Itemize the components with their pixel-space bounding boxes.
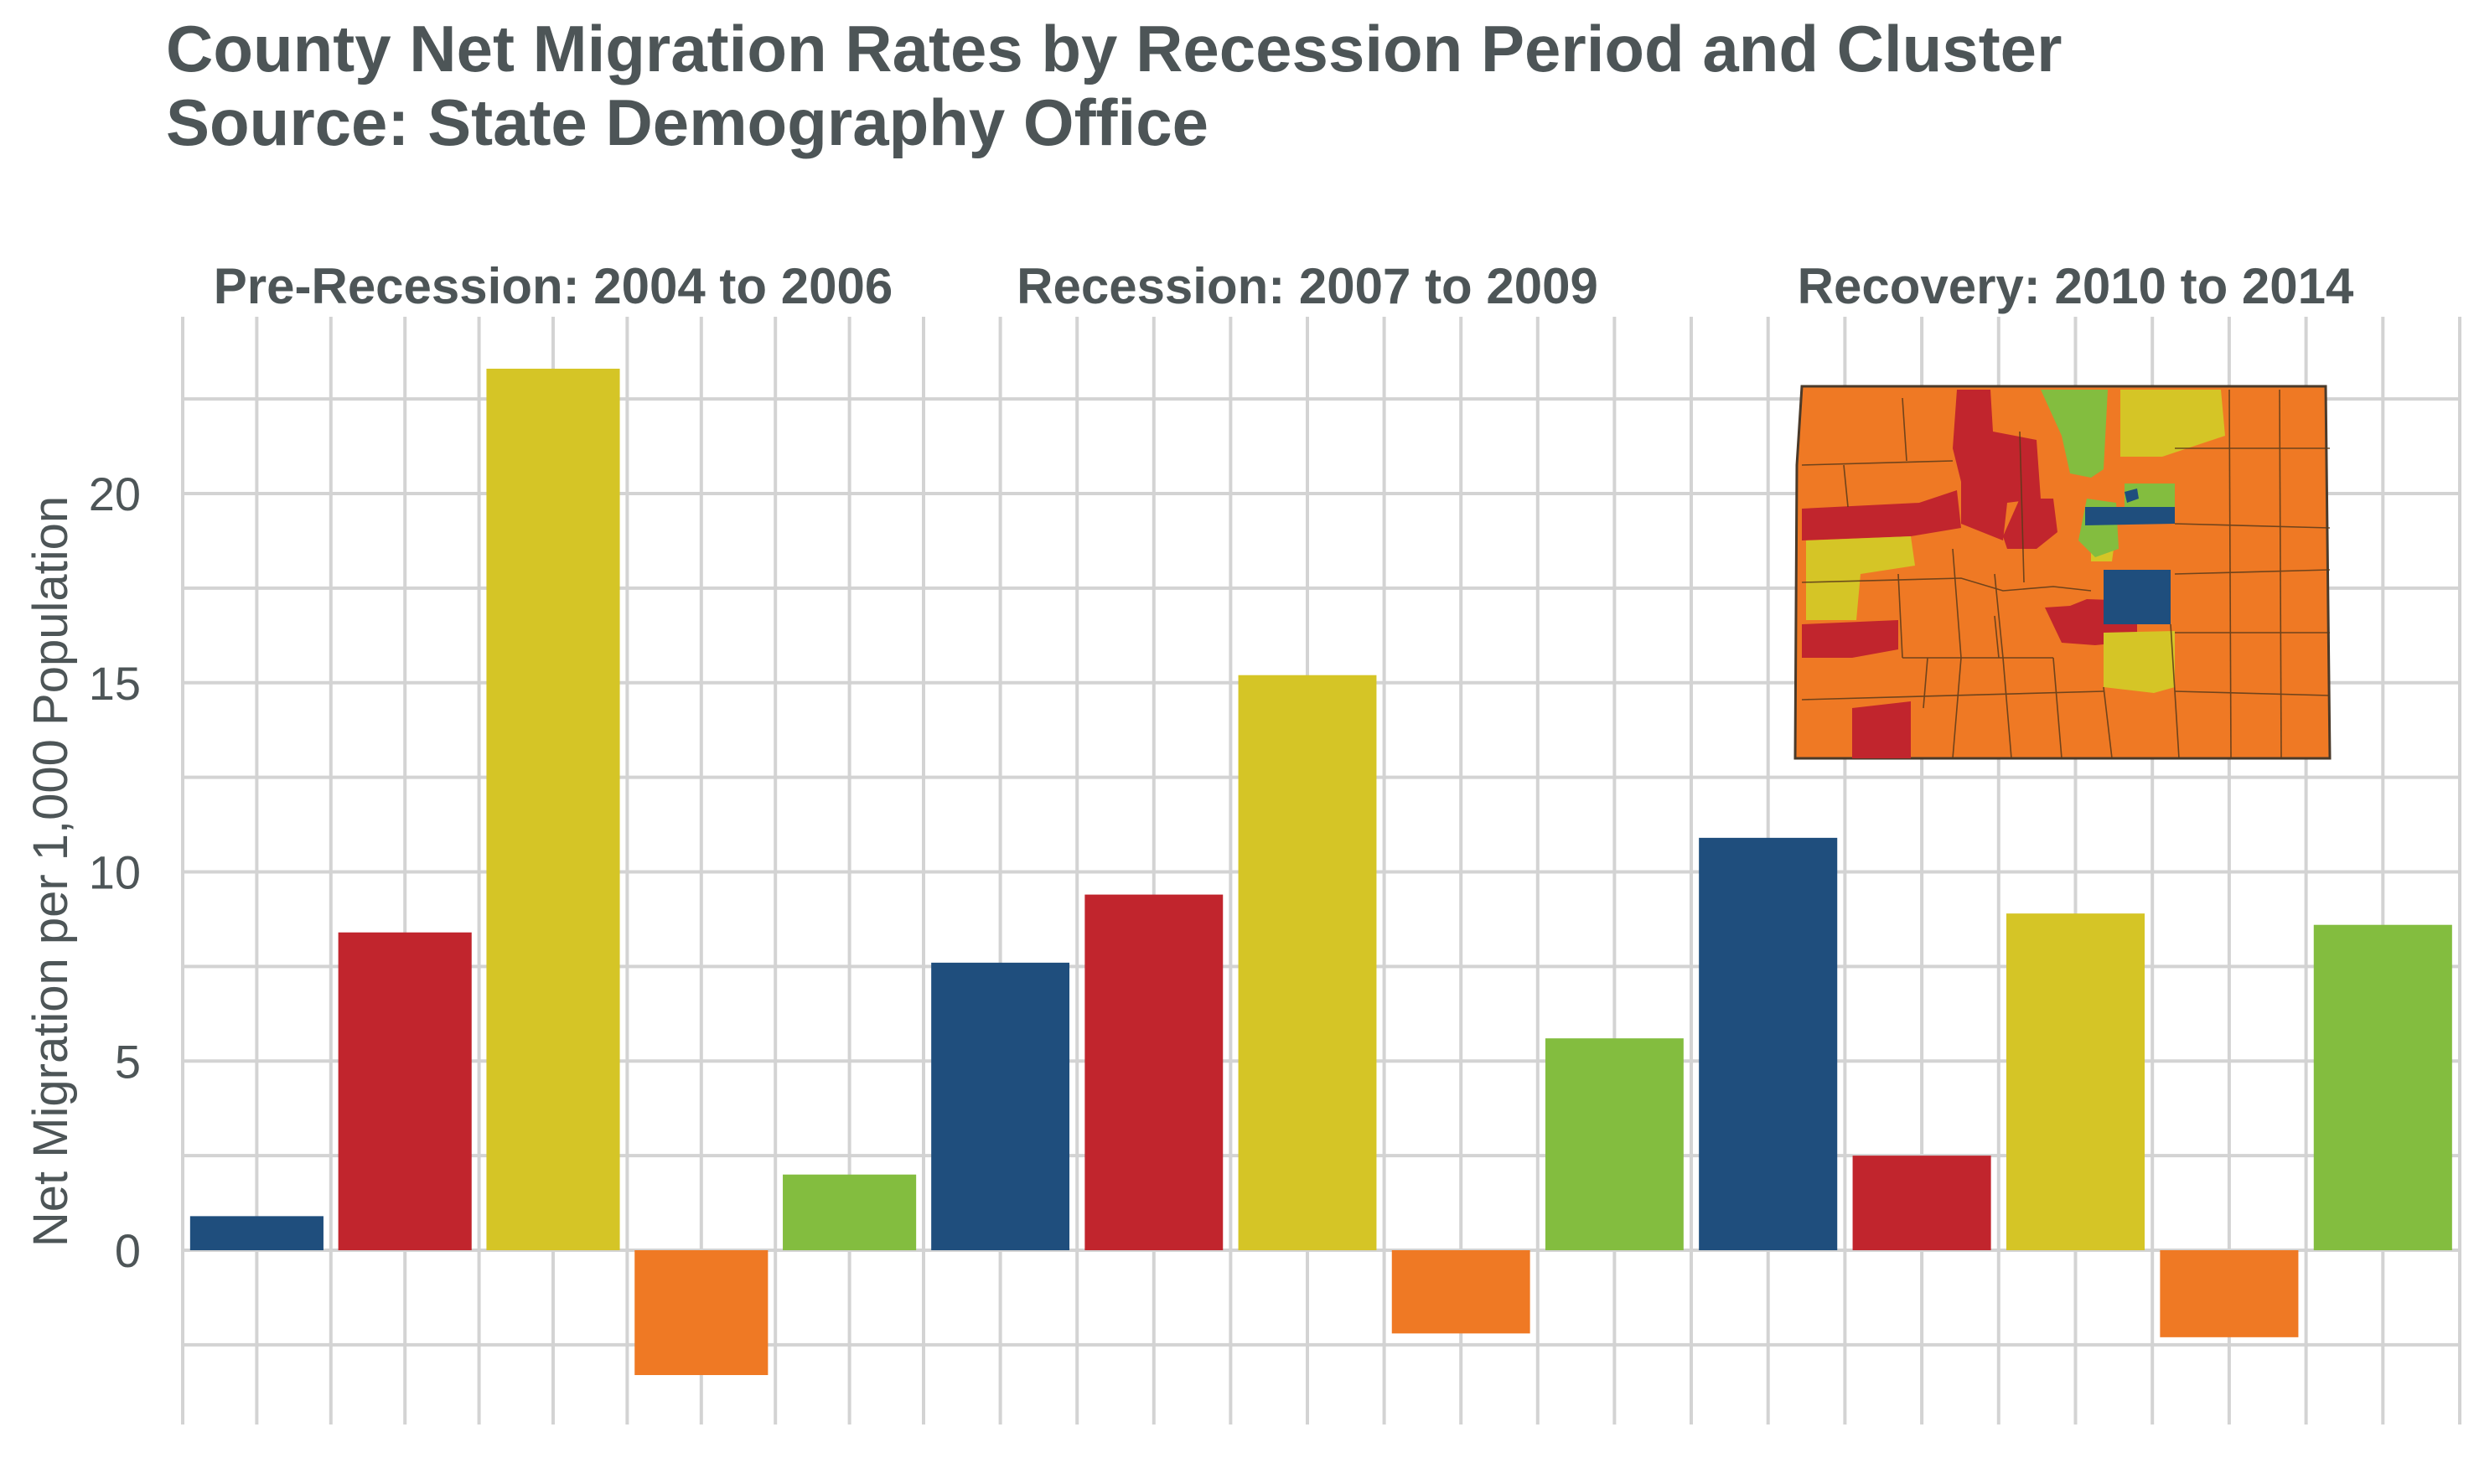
bar-cluster-3: [1238, 675, 1377, 1250]
y-tick-label: 20: [89, 468, 141, 520]
chart-title-line-2: Source: State Demography Office: [166, 85, 1209, 159]
bar-cluster-2: [1852, 1156, 1991, 1250]
bar-cluster-3: [2006, 913, 2145, 1250]
map-cluster-red: [1953, 390, 2041, 540]
map-cluster-yellow: [2104, 631, 2175, 693]
bar-cluster-4: [634, 1250, 769, 1375]
chart-title-line-1: County Net Migration Rates by Recession …: [166, 12, 2063, 85]
map-cluster-blue: [2125, 489, 2139, 503]
colorado-cluster-map: [1793, 385, 2332, 760]
text-layer: Pre-Recession: 2004 to 2006 Recession: 20…: [23, 258, 2354, 1277]
bar-cluster-1: [189, 1216, 323, 1250]
y-tick-label: 0: [115, 1224, 141, 1277]
bar-cluster-1: [1699, 837, 1838, 1250]
chart-title: County Net Migration Rates by Recession …: [166, 12, 2062, 159]
map-cluster-yellow: [2120, 390, 2225, 457]
map-cluster-green: [2041, 390, 2108, 478]
map-cluster-blue: [2104, 570, 2171, 624]
y-tick-label: 15: [89, 657, 141, 710]
map-state-outline: [1793, 385, 2332, 760]
y-axis-label: Net Migration per 1,000 Population: [23, 496, 78, 1247]
panel-title: Recovery: 2010 to 2014: [1798, 258, 2354, 314]
panel-title: Recession: 2007 to 2009: [1017, 258, 1598, 314]
bar-cluster-5: [2313, 924, 2452, 1250]
y-tick-label: 5: [115, 1035, 141, 1088]
bars-layer: [189, 369, 2452, 1375]
bar-cluster-5: [1545, 1038, 1684, 1250]
bar-cluster-2: [1084, 894, 1224, 1250]
map-cluster-red: [1852, 701, 1911, 758]
bar-cluster-5: [783, 1174, 917, 1250]
map-cluster-red: [1802, 620, 1898, 658]
bar-cluster-4: [2160, 1250, 2299, 1337]
map-cluster-red: [1802, 490, 1961, 540]
bar-cluster-1: [931, 962, 1070, 1250]
map-cluster-blue: [2085, 507, 2175, 525]
y-tick-label: 10: [89, 846, 141, 899]
bar-cluster-2: [338, 932, 472, 1250]
map-cluster-red: [2003, 499, 2057, 549]
bar-cluster-3: [486, 369, 620, 1250]
map-county-lines: [1801, 389, 2331, 759]
bar-cluster-4: [1391, 1250, 1530, 1334]
panel-title: Pre-Recession: 2004 to 2006: [214, 258, 893, 314]
map-cluster-yellow: [1806, 536, 1915, 620]
